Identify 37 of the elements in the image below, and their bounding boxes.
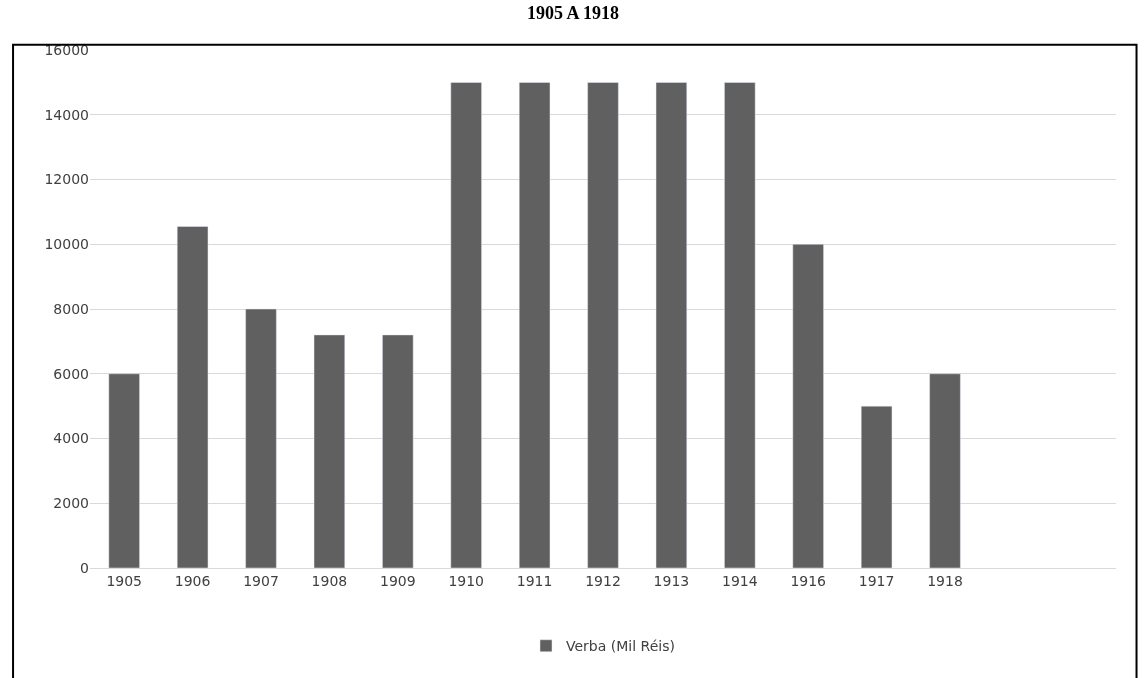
bar [587, 82, 619, 568]
x-tick-label: 1914 [721, 572, 758, 589]
x-tick-label: 1909 [379, 572, 416, 589]
x-tick-label: 1908 [311, 572, 348, 589]
bar [655, 82, 688, 568]
y-tick-label: 10000 [44, 236, 89, 253]
bar [245, 308, 277, 568]
x-tick-label: 1906 [174, 572, 211, 589]
bar [382, 334, 414, 568]
bar [860, 405, 893, 568]
y-tick-label: 6000 [53, 365, 89, 382]
x-tick-label: 1911 [516, 572, 553, 589]
bar [176, 226, 209, 568]
bar [792, 244, 824, 568]
bar [108, 373, 140, 568]
bar [724, 82, 756, 568]
x-tick-label: 1913 [653, 572, 690, 589]
x-tick-label: 1907 [243, 572, 279, 589]
bar [929, 373, 961, 568]
x-tick-label: 1912 [585, 572, 621, 589]
bar [313, 334, 346, 568]
y-tick-label: 8000 [53, 300, 89, 317]
y-tick-label: 0 [80, 559, 89, 576]
y-tick-label: 4000 [53, 430, 89, 447]
x-tick-label: 1905 [106, 572, 143, 589]
x-tick-label: 1916 [790, 572, 827, 589]
y-tick-label: 12000 [44, 171, 89, 188]
x-tick-label: 1918 [927, 572, 963, 589]
y-tick-label: 2000 [53, 495, 89, 512]
bar [518, 82, 551, 568]
chart-title: 1905 A 1918 [526, 3, 620, 24]
y-tick-label: 16000 [44, 41, 89, 58]
legend-label: Verba (Mil Réis) [566, 638, 675, 655]
bar [450, 82, 482, 568]
x-tick-label: 1917 [858, 572, 895, 589]
y-tick-label: 14000 [44, 106, 89, 123]
x-tick-label: 1910 [448, 572, 485, 589]
